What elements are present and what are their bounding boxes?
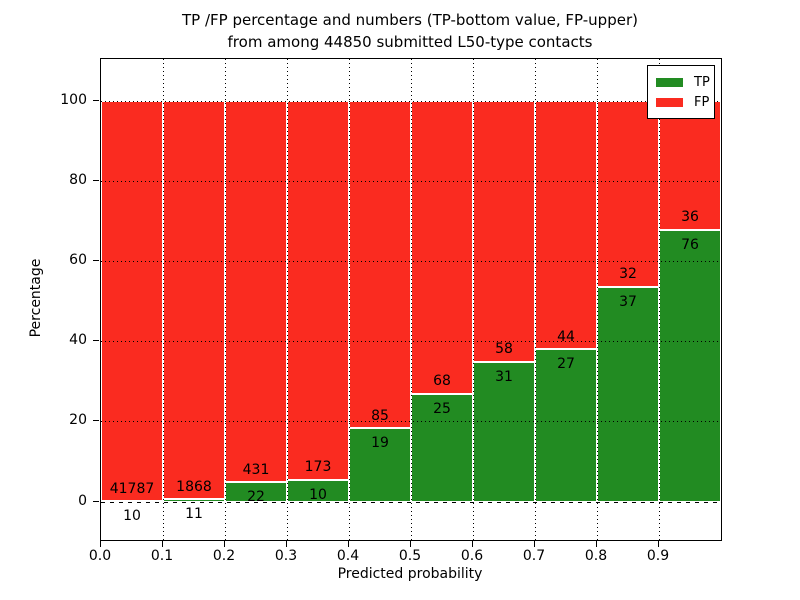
bar-segment-fp: [225, 100, 287, 483]
x-tick: [596, 541, 597, 547]
legend-label: TP: [694, 74, 710, 90]
bar-label-tp-count: 27: [557, 356, 575, 373]
bar-segment-fp: [535, 100, 597, 350]
x-tick: [100, 541, 101, 547]
bar-label-fp-count: 41787: [109, 480, 155, 497]
bar-label-tp-count: 22: [247, 489, 265, 506]
x-gridline: [472, 59, 474, 540]
legend-label: FP: [694, 94, 710, 110]
x-gridline: [658, 59, 660, 540]
bar-label-fp-count: 32: [619, 266, 637, 283]
x-tick: [286, 541, 287, 547]
y-tick: [93, 500, 99, 502]
bar-label-fp-count: 431: [242, 461, 270, 478]
x-axis-label: Predicted probability: [337, 566, 483, 582]
x-gridline: [410, 59, 412, 540]
y-tick-label: 0: [78, 492, 87, 509]
chart-title-line1: TP /FP percentage and numbers (TP-bottom…: [182, 11, 638, 29]
chart-title-line2: from among 44850 submitted L50-type cont…: [227, 33, 593, 51]
bar-label-fp-count: 58: [495, 341, 513, 358]
bar-segment-fp: [659, 100, 721, 230]
bar-label-fp-count: 1868: [176, 478, 212, 495]
x-gridline: [162, 59, 164, 540]
y-gridline: [101, 341, 721, 343]
y-tick-label: 40: [69, 332, 87, 349]
bar-segment-fp: [597, 100, 659, 287]
x-tick-label: 0.9: [646, 548, 670, 564]
x-tick-label: 0.1: [150, 548, 174, 564]
bar-segment-fp: [411, 100, 473, 394]
legend: TP FP: [647, 65, 715, 119]
bar-label-fp-count: 68: [433, 373, 451, 390]
bar-label-fp-count: 85: [371, 407, 389, 424]
x-tick-label: 0.6: [460, 548, 484, 564]
x-tick-label: 0.0: [88, 548, 112, 564]
bar-segment-tp: [411, 393, 473, 502]
x-gridline: [348, 59, 350, 540]
x-gridline: [596, 59, 598, 540]
bar-segment-tp: [597, 286, 659, 502]
x-gridline: [224, 59, 226, 540]
y-tick-label: 80: [69, 171, 87, 188]
bar-segment-fp: [349, 100, 411, 429]
y-tick-label: 60: [69, 252, 87, 269]
bar-label-fp-count: 36: [681, 209, 699, 226]
x-tick-label: 0.5: [398, 548, 422, 564]
y-gridline: [101, 261, 721, 263]
y-tick: [93, 179, 99, 181]
bar-label-tp-count: 37: [619, 293, 637, 310]
bar-segment-fp: [163, 100, 225, 500]
x-gridline: [534, 59, 536, 540]
legend-swatch-tp: [656, 77, 683, 87]
x-tick-label: 0.3: [274, 548, 298, 564]
bar-label-tp-count: 76: [681, 236, 699, 253]
x-tick-label: 0.8: [584, 548, 608, 564]
x-tick: [162, 541, 163, 547]
x-tick: [410, 541, 411, 547]
chart-title: TP /FP percentage and numbers (TP-bottom…: [100, 9, 720, 53]
bar-label-fp-count: 44: [557, 328, 575, 345]
x-tick: [534, 541, 535, 547]
legend-item: TP: [656, 72, 714, 92]
y-tick: [93, 260, 99, 262]
x-tick-label: 0.2: [212, 548, 236, 564]
bar-label-tp-count: 11: [185, 506, 203, 523]
y-gridline: [101, 501, 721, 503]
x-tick-label: 0.7: [522, 548, 546, 564]
y-gridline: [101, 421, 721, 423]
bar-label-tp-count: 19: [371, 435, 389, 452]
x-gridline: [286, 59, 288, 540]
y-tick: [93, 99, 99, 101]
bar-segment-fp: [287, 100, 349, 480]
legend-swatch-fp: [656, 97, 683, 107]
bar-label-tp-count: 31: [495, 368, 513, 385]
y-tick: [93, 420, 99, 422]
bar-label-tp-count: 25: [433, 400, 451, 417]
y-gridline: [101, 100, 721, 102]
y-tick: [93, 340, 99, 342]
y-axis-label: Percentage: [28, 258, 44, 338]
x-tick: [224, 541, 225, 547]
y-tick-label: 100: [60, 91, 87, 108]
x-tick: [658, 541, 659, 547]
plot-area: TP FP 41787 10 1868 11 431 22 173 10 85 19 68 25 58 31…: [100, 58, 722, 541]
bar-segment-fp: [473, 100, 535, 362]
x-tick-label: 0.4: [336, 548, 360, 564]
x-tick: [348, 541, 349, 547]
bar-segment-tp: [659, 229, 721, 502]
bar-segment-fp: [101, 100, 163, 502]
bar-label-tp-count: 10: [309, 486, 327, 503]
x-tick: [472, 541, 473, 547]
y-tick-label: 20: [69, 412, 87, 429]
legend-item: FP: [656, 92, 714, 112]
bar-label-tp-count: 10: [123, 508, 141, 525]
y-gridline: [101, 180, 721, 182]
bar-label-fp-count: 173: [304, 459, 332, 476]
bar-segment-tp: [535, 349, 597, 502]
